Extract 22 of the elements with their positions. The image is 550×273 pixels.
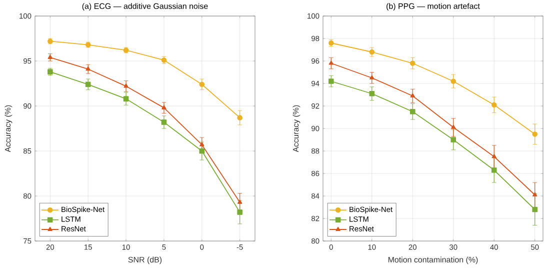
point: [123, 96, 129, 102]
point: [237, 210, 242, 215]
point: [369, 90, 375, 96]
point: [162, 105, 166, 110]
point: [532, 131, 538, 137]
point: [328, 60, 334, 65]
point: [370, 75, 374, 80]
point: [532, 206, 538, 212]
point: [161, 120, 167, 125]
point: [410, 108, 416, 114]
point: [199, 82, 205, 88]
point: [85, 82, 91, 88]
point: [369, 49, 375, 55]
point: [410, 93, 415, 98]
point: [410, 60, 416, 66]
point: [124, 84, 128, 88]
point: [328, 78, 334, 84]
point: [199, 148, 205, 154]
point: [491, 167, 497, 173]
point: [491, 102, 497, 108]
point: [450, 78, 456, 84]
point: [237, 115, 242, 120]
